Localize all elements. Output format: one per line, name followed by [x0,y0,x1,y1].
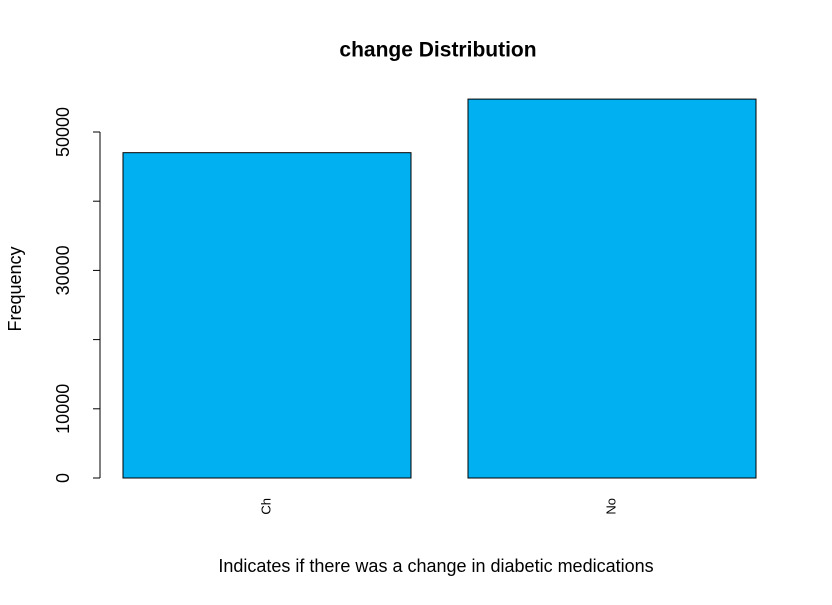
chart-title: change Distribution [339,39,536,62]
x-tick-label: No [603,498,618,515]
bar [467,98,757,479]
y-tick-label: 10000 [53,384,73,434]
bar [122,152,412,479]
y-axis-label: Frequency [5,246,25,331]
y-tick-label: 0 [53,473,73,483]
x-tick-label: Ch [258,498,273,515]
y-tick-label: 30000 [53,245,73,295]
y-tick-label: 50000 [53,107,73,157]
x-axis-label: Indicates if there was a change in diabe… [218,556,653,576]
